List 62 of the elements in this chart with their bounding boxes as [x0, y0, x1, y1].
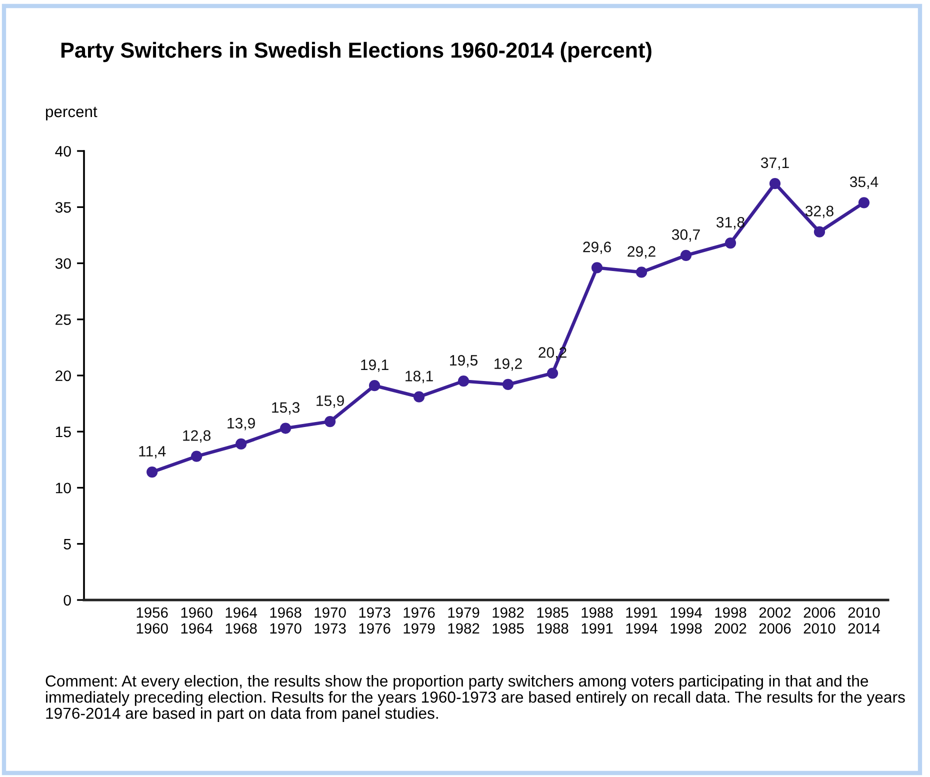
- data-label: 15,9: [316, 395, 344, 408]
- point: [413, 391, 425, 402]
- data-label: 29,2: [628, 246, 656, 259]
- point: [591, 262, 603, 274]
- x-tick-label: 1973 1976: [359, 607, 390, 634]
- data-label: 13,9: [228, 418, 255, 430]
- point: [636, 266, 648, 278]
- data-label: 19,1: [361, 360, 388, 372]
- x-tick-label: 1970 1973: [314, 607, 346, 634]
- x-tick-label: 1960 1964: [181, 607, 213, 634]
- point: [191, 450, 202, 462]
- data-label: 19,5: [450, 355, 478, 368]
- data-label: 18,1: [406, 370, 433, 384]
- y-tick-label: 15: [56, 426, 71, 438]
- y-tick-label: 35: [55, 202, 71, 213]
- y-tick-label: 25: [56, 314, 71, 325]
- data-label: 15,3: [272, 402, 300, 415]
- y-tick-label: 10: [56, 482, 71, 494]
- point: [458, 376, 470, 387]
- point: [236, 438, 247, 450]
- data-label: 32,8: [805, 206, 834, 218]
- data-label: 12,8: [183, 430, 211, 443]
- data-label: 11,4: [139, 446, 166, 458]
- point: [502, 378, 514, 390]
- text: Comment: At every election, the results show the proportion party switchers among voters participating in that and the immediately preceding election. Results for the years 1960-1973 are based entirely on recall data. The results for the years 1976-2014 are based in part on data from panel studies.: [46, 675, 905, 722]
- data-label: 35,4: [850, 176, 878, 189]
- x-tick-label: 2006 2010: [804, 607, 836, 634]
- x-tick-label: 1956 1960: [136, 607, 168, 634]
- chart-title: Party Switchers in Swedish Elections 1960-2014 (percent): [61, 42, 652, 62]
- data-label: 37,1: [760, 157, 789, 170]
- point: [680, 250, 692, 261]
- x-tick-label: 1994 1998: [670, 607, 702, 634]
- data-label: 19,2: [494, 358, 522, 371]
- x-tick-label: 2002 2006: [759, 607, 791, 634]
- point: [324, 416, 336, 428]
- point: [814, 226, 826, 238]
- x-tick-label: 1968 1970: [270, 607, 302, 634]
- point: [724, 237, 736, 249]
- x-tick-label: 1998 2002: [714, 607, 746, 634]
- point: [546, 368, 558, 379]
- data-label: 31,8: [716, 216, 744, 230]
- y-tick-label: 0: [64, 594, 71, 606]
- x-tick-label: 1991 1994: [626, 607, 658, 634]
- data-label: 30,7: [672, 229, 700, 242]
- data-label: 29,6: [583, 242, 611, 254]
- y-axis-title: percent: [46, 106, 98, 120]
- x-tick-label: 2010 2014: [848, 607, 880, 634]
- x-tick-label: 1979 1982: [448, 607, 480, 634]
- point: [769, 178, 781, 190]
- x-tick-label: 1985 1988: [537, 607, 568, 634]
- point: [858, 197, 870, 208]
- y-tick-label: 40: [55, 146, 71, 157]
- y-tick-label: 5: [64, 538, 71, 550]
- y-tick-label: 20: [56, 370, 71, 382]
- x-tick-label: 1982 1985: [492, 607, 524, 634]
- point: [146, 466, 158, 478]
- point: [280, 422, 292, 434]
- y-tick-label: 30: [55, 258, 71, 269]
- point: [368, 380, 380, 392]
- x-tick-label: 1988 1991: [582, 607, 613, 634]
- x-tick-label: 1976 1979: [404, 607, 435, 634]
- x-tick-label: 1964 1968: [226, 607, 258, 634]
